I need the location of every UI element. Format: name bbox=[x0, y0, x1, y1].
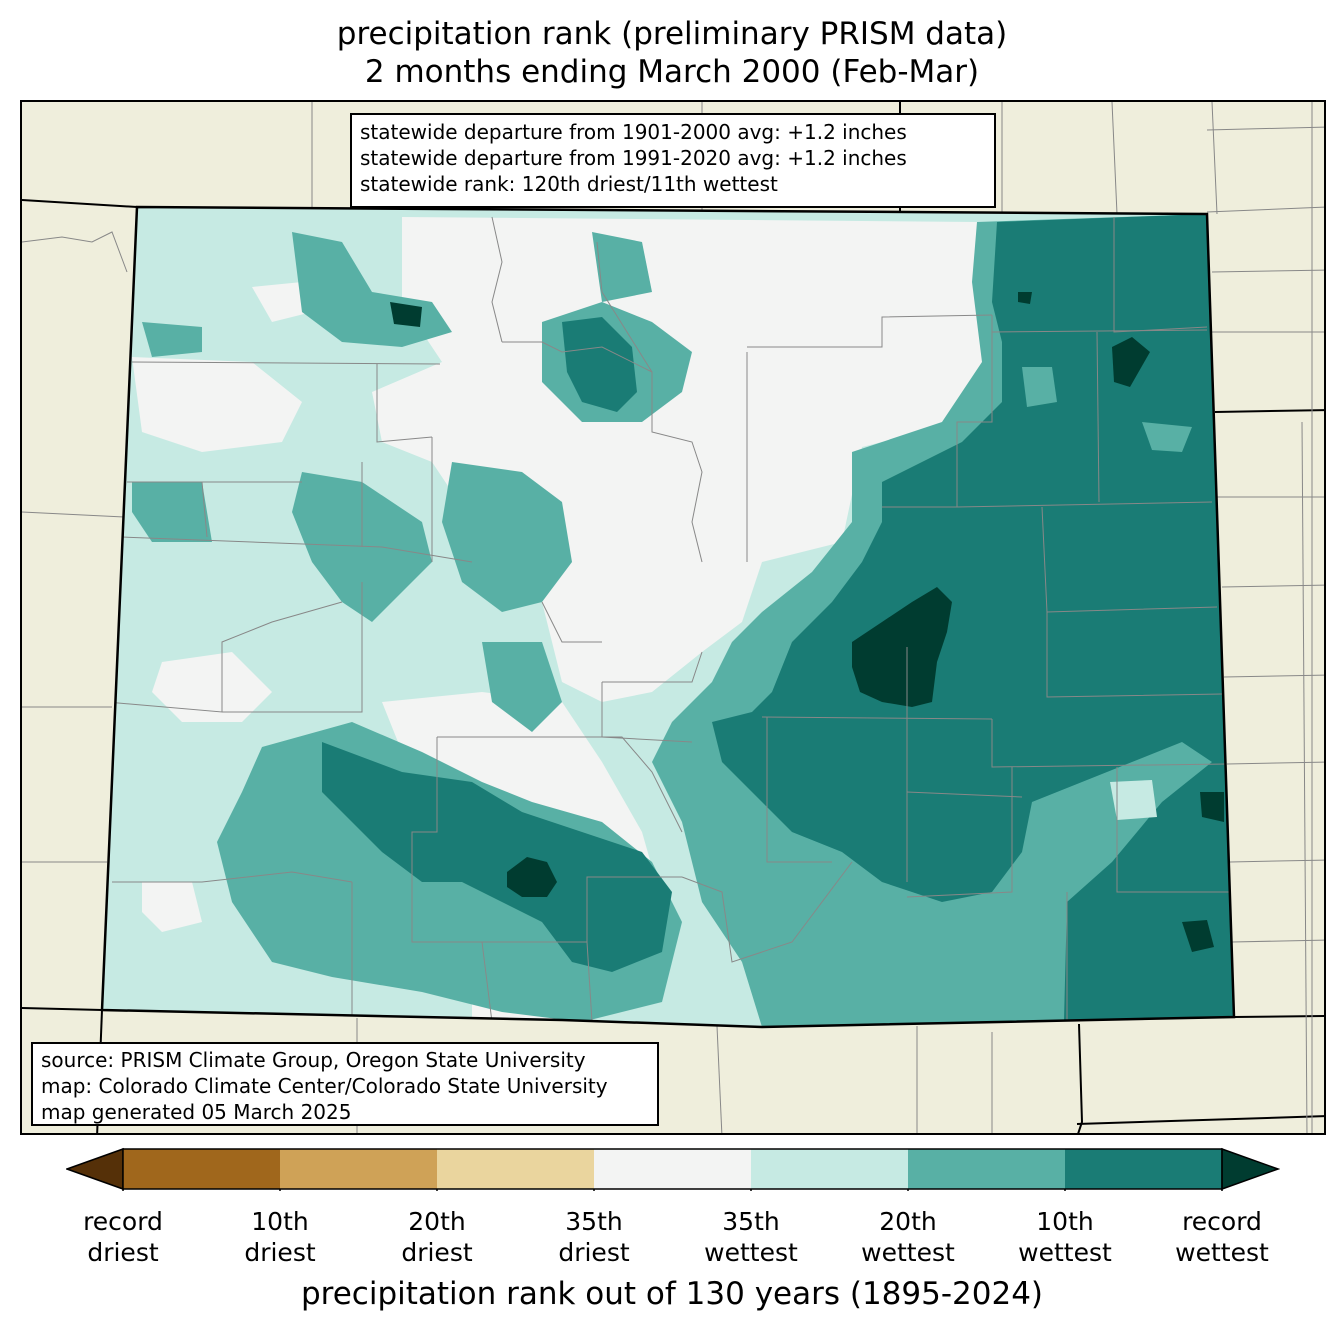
tick-label-rank: record bbox=[83, 1207, 163, 1236]
map-credit-line: map: Colorado Climate Center/Colorado St… bbox=[41, 1074, 608, 1098]
colorbar-bin-6 bbox=[1065, 1149, 1223, 1189]
colorbar-bin-1 bbox=[280, 1149, 438, 1189]
colorbar-tick-label: record wettest bbox=[1142, 1206, 1302, 1268]
tick-label-rank: 20th bbox=[408, 1207, 466, 1236]
colorbar-tick-label: 20th driest bbox=[357, 1206, 517, 1268]
statewide-rank: statewide rank: 120th driest/11th wettes… bbox=[360, 172, 778, 196]
colorbar bbox=[66, 1147, 1280, 1191]
tick-label-category: driest bbox=[244, 1238, 316, 1267]
colorado-boundary bbox=[100, 205, 1236, 1029]
departure-1991-2020: statewide departure from 1991-2020 avg: … bbox=[360, 146, 907, 170]
colorbar-extend-wet bbox=[1221, 1147, 1280, 1191]
generated-date-line: map generated 05 March 2025 bbox=[41, 1100, 352, 1124]
map-subtitle: 2 months ending March 2000 (Feb-Mar) bbox=[364, 54, 980, 90]
source-box: source: PRISM Climate Group, Oregon Stat… bbox=[31, 1042, 659, 1126]
colorbar-tick-label: 35th driest bbox=[514, 1206, 674, 1268]
tick-label-rank: 10th bbox=[1036, 1207, 1094, 1236]
colorbar-bin-0 bbox=[123, 1149, 281, 1189]
tick-label-rank: record bbox=[1182, 1207, 1262, 1236]
statewide-stats-box: statewide departure from 1901-2000 avg: … bbox=[350, 113, 996, 208]
tick-label-rank: 10th bbox=[251, 1207, 309, 1236]
tick-label-rank: 20th bbox=[879, 1207, 937, 1236]
colorbar-tick-label: 20th wettest bbox=[828, 1206, 988, 1268]
colorbar-tick-label: 35th wettest bbox=[671, 1206, 831, 1268]
tick-label-category: driest bbox=[558, 1238, 630, 1267]
colorbar-tick-label: 10th wettest bbox=[985, 1206, 1145, 1268]
precipitation-rank-zones bbox=[102, 207, 1234, 1027]
colorbar-label: precipitation rank out of 130 years (189… bbox=[300, 1276, 1044, 1312]
colorbar-bin-3 bbox=[594, 1149, 752, 1189]
colorbar-extend-dry bbox=[66, 1147, 124, 1191]
departure-1901-2000: statewide departure from 1901-2000 avg: … bbox=[360, 120, 907, 144]
colorbar-frame bbox=[122, 1148, 1223, 1190]
colorbar-bin-5 bbox=[908, 1149, 1066, 1189]
tick-label-category: wettest bbox=[1018, 1238, 1112, 1267]
colorbar-bin-4 bbox=[751, 1149, 909, 1189]
tick-label-category: wettest bbox=[1175, 1238, 1269, 1267]
tick-label-category: driest bbox=[87, 1238, 159, 1267]
colorbar-tick-label: 10th driest bbox=[200, 1206, 360, 1268]
colorbar-tick-label: record driest bbox=[43, 1206, 203, 1268]
tick-label-category: driest bbox=[401, 1238, 473, 1267]
tick-label-category: wettest bbox=[704, 1238, 798, 1267]
colorbar-bin-2 bbox=[437, 1149, 595, 1189]
precipitation-rank-map bbox=[20, 100, 1326, 1135]
source-line: source: PRISM Climate Group, Oregon Stat… bbox=[41, 1048, 586, 1072]
map-title: precipitation rank (preliminary PRISM da… bbox=[336, 16, 1008, 52]
tick-label-rank: 35th bbox=[722, 1207, 780, 1236]
tick-label-rank: 35th bbox=[565, 1207, 623, 1236]
tick-label-category: wettest bbox=[861, 1238, 955, 1267]
county-lines bbox=[106, 216, 1232, 1023]
